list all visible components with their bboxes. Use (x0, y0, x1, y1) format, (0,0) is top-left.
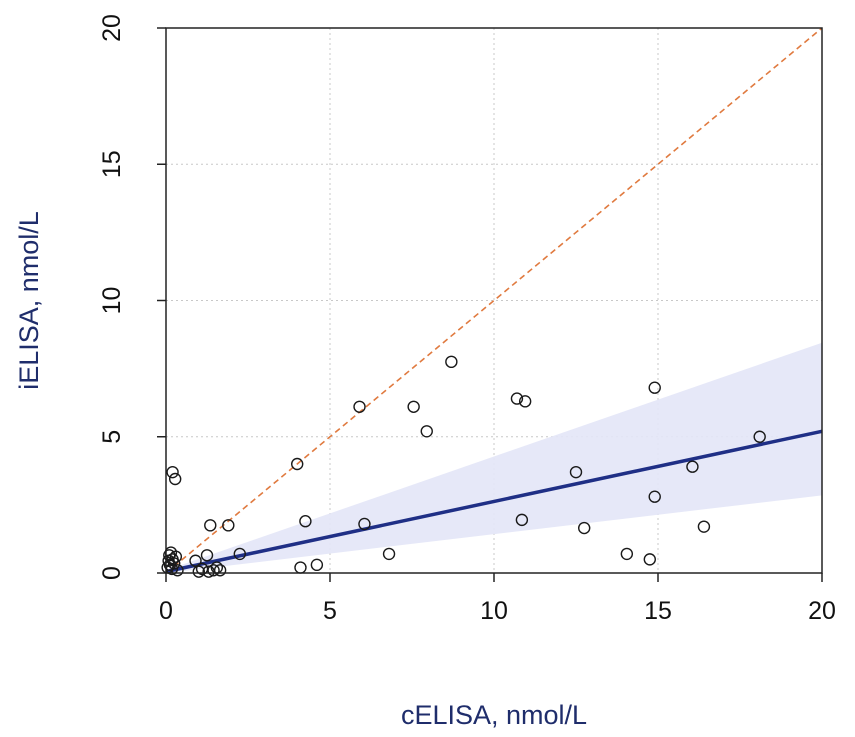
identity-line (165, 27, 823, 574)
data-point (407, 400, 420, 413)
data-point (200, 549, 214, 562)
data-point (686, 460, 699, 473)
data-point (213, 564, 227, 577)
data-point (169, 550, 183, 563)
data-point (643, 553, 656, 566)
x-tick-label: 0 (159, 597, 173, 625)
regression-line (165, 429, 823, 574)
data-point (620, 547, 634, 561)
data-point (753, 430, 766, 443)
data-point (310, 558, 324, 572)
x-tick-label: 5 (323, 597, 337, 625)
data-point (358, 517, 371, 531)
data-point (222, 519, 235, 532)
data-point (192, 565, 206, 578)
y-tick-label: 5 (98, 430, 126, 444)
data-point (233, 547, 247, 561)
data-point (420, 425, 433, 438)
y-tick-label: 15 (98, 150, 126, 178)
data-point (299, 515, 312, 528)
data-point (207, 564, 220, 577)
data-point (578, 521, 591, 535)
data-point (204, 519, 217, 532)
data-point (697, 520, 711, 533)
data-point (648, 381, 661, 394)
data-point (445, 355, 458, 369)
y-tick-label: 0 (98, 566, 126, 580)
x-tick-label: 20 (808, 597, 836, 625)
data-point (518, 395, 532, 408)
data-point (569, 465, 583, 479)
x-tick-label: 10 (480, 597, 508, 625)
confidence-band (166, 342, 822, 573)
data-point (168, 472, 182, 486)
data-point (648, 490, 661, 503)
data-point (515, 513, 529, 527)
data-point (171, 564, 184, 577)
data-point (382, 547, 396, 561)
x-axis-title: cELISA, nmol/L (401, 700, 587, 730)
data-point (510, 392, 524, 405)
y-axis-title: iELISA, nmol/L (14, 211, 44, 390)
data-point (291, 457, 304, 471)
data-point (167, 557, 181, 570)
data-point (353, 400, 366, 413)
data-point (166, 465, 179, 479)
data-point (189, 554, 202, 567)
x-tick-label: 15 (644, 597, 672, 625)
y-tick-label: 10 (98, 287, 126, 315)
y-tick-label: 20 (98, 14, 126, 42)
